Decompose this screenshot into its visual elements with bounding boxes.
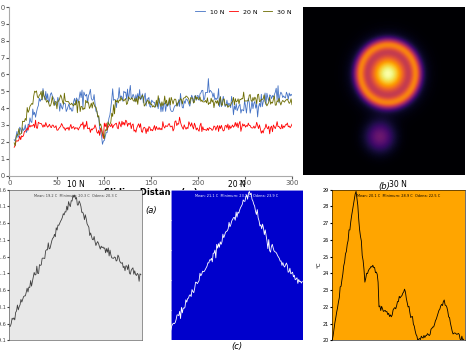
30 N: [12, 144, 18, 148]
30 N: [11, 141, 17, 145]
10 N: [182, 101, 188, 106]
20 N: [176, 122, 182, 126]
10 N: [289, 93, 295, 98]
Y-axis label: °C: °C: [150, 262, 155, 268]
Text: (c): (c): [231, 342, 243, 351]
20 N: [289, 122, 295, 126]
30 N: [183, 94, 189, 98]
30 N: [40, 88, 46, 93]
Text: (a): (a): [145, 206, 156, 214]
Title: 30 N: 30 N: [390, 180, 407, 189]
Text: Mean: 19.2 C  Minimum: 20.3 C  Odena: 20.3 C: Mean: 19.2 C Minimum: 20.3 C Odena: 20.3…: [34, 194, 117, 198]
20 N: [12, 144, 18, 148]
30 N: [179, 98, 184, 102]
10 N: [247, 111, 253, 115]
Line: 20 N: 20 N: [14, 117, 292, 147]
Text: Mean: 20.1 C  Minimum: 28.9 C  Odena: 22.5 C: Mean: 20.1 C Minimum: 28.9 C Odena: 22.5…: [357, 194, 440, 198]
20 N: [177, 115, 182, 119]
10 N: [12, 139, 18, 143]
X-axis label: Sliding Distance(m): Sliding Distance(m): [104, 188, 198, 198]
10 N: [265, 95, 271, 100]
30 N: [247, 92, 253, 97]
Y-axis label: °C: °C: [316, 262, 321, 268]
30 N: [13, 136, 19, 140]
10 N: [100, 142, 105, 146]
Line: 30 N: 30 N: [14, 91, 292, 146]
20 N: [178, 120, 183, 124]
10 N: [177, 104, 182, 108]
30 N: [289, 102, 295, 107]
10 N: [11, 138, 17, 142]
Text: (b): (b): [378, 182, 390, 191]
20 N: [182, 125, 188, 130]
Text: Mean: 21.1 C  Minimum: 23.1 C  Odena: 23.9 C: Mean: 21.1 C Minimum: 23.1 C Odena: 23.9…: [195, 194, 279, 198]
Line: 10 N: 10 N: [14, 79, 292, 144]
20 N: [11, 145, 17, 150]
20 N: [264, 125, 270, 130]
30 N: [265, 102, 271, 106]
Title: 10 N: 10 N: [67, 180, 84, 189]
Legend: 10 N, 20 N, 30 N: 10 N, 20 N, 30 N: [192, 7, 294, 17]
20 N: [246, 124, 252, 128]
Title: 20 N: 20 N: [228, 180, 246, 189]
30 N: [178, 97, 183, 101]
10 N: [206, 77, 211, 81]
10 N: [178, 91, 183, 95]
